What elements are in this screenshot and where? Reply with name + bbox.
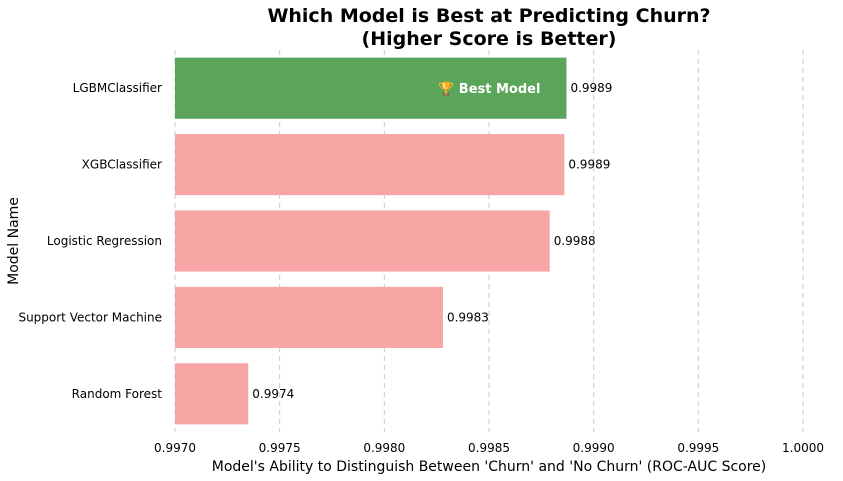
- x-tick-label: 1.0000: [782, 441, 824, 455]
- bar: [175, 134, 565, 196]
- bar: [175, 57, 567, 119]
- y-category-label: LGBMClassifier: [73, 81, 162, 95]
- x-tick-label: 0.9975: [259, 441, 301, 455]
- bar-value-label: 0.9988: [554, 234, 596, 248]
- best-model-annotation: 🏆 Best Model: [438, 81, 540, 97]
- bar: [175, 210, 550, 272]
- bar-value-label: 0.9989: [570, 81, 612, 95]
- bars: [175, 57, 567, 425]
- y-category-label: Logistic Regression: [47, 234, 162, 248]
- bar-value-label: 0.9983: [447, 310, 489, 324]
- y-category-label: Support Vector Machine: [18, 310, 162, 324]
- x-tick-label: 0.9995: [677, 441, 719, 455]
- x-tick-label: 0.9985: [468, 441, 510, 455]
- y-category-label: Random Forest: [72, 387, 163, 401]
- bar-value-label: 0.9989: [568, 158, 610, 172]
- chart-title-line-2: (Higher Score is Better): [362, 28, 617, 50]
- y-category-label: XGBClassifier: [82, 158, 162, 172]
- y-axis-label: Model Name: [6, 197, 22, 285]
- x-tick-label: 0.9970: [154, 441, 196, 455]
- bar-value-label: 0.9974: [252, 387, 294, 401]
- labels: 0.9970 0.9975 0.9980 0.9985 0.9990 0.9995 1.00…: [18, 81, 824, 455]
- bar: [175, 286, 443, 348]
- chart-title-line-1: Which Model is Best at Predicting Churn?: [267, 5, 710, 27]
- x-tick-label: 0.9980: [363, 441, 405, 455]
- x-tick-label: 0.9990: [573, 441, 615, 455]
- x-axis-label: Model's Ability to Distinguish Between '…: [212, 459, 767, 475]
- bar: [175, 363, 249, 425]
